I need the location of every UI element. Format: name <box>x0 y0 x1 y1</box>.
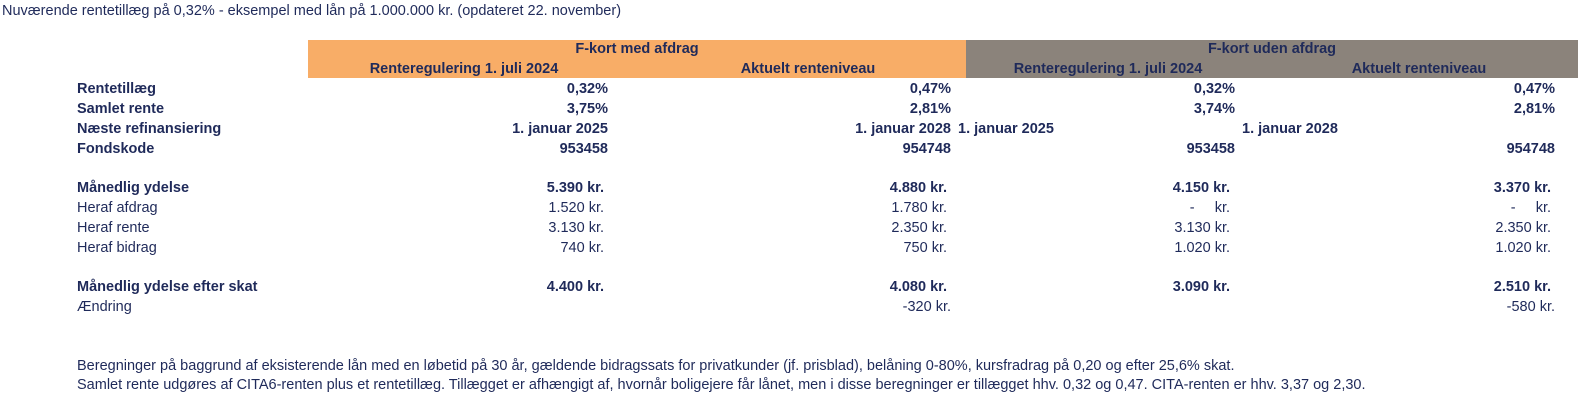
group-title-without-repayment: F-kort uden afdrag <box>1207 41 1337 57</box>
col-header-3: Renteregulering 1. juli 2024 <box>1013 61 1203 77</box>
row-label-maanedlig-ydelse: Månedlig ydelse <box>77 180 190 196</box>
table-cell: - kr. <box>1189 200 1230 216</box>
row-label-naeste-refinansiering: Næste refinansiering <box>77 121 222 137</box>
row-label-ydelse-efter-skat: Månedlig ydelse efter skat <box>77 279 258 295</box>
table-cell: 3.370 kr. <box>1493 180 1551 196</box>
table-cell: 1. januar 2025 <box>512 121 608 137</box>
table-cell: 953458 <box>559 141 608 157</box>
table-cell: 954748 <box>902 141 951 157</box>
table-cell: 3.130 kr. <box>548 220 604 236</box>
table-cell: 2.350 kr. <box>891 220 947 236</box>
table-cell: 4.880 kr. <box>889 180 947 196</box>
col-header-2: Aktuelt renteniveau <box>740 61 876 77</box>
col-header-1: Renteregulering 1. juli 2024 <box>369 61 559 77</box>
header-band-without-repayment <box>966 40 1578 78</box>
page-title: Nuværende rentetillæg på 0,32% - eksempe… <box>2 3 622 19</box>
table-cell: 1. januar 2025 <box>958 121 1054 137</box>
table-cell: 3.090 kr. <box>1172 279 1230 295</box>
table-cell: 4.150 kr. <box>1172 180 1230 196</box>
table-cell: 4.080 kr. <box>889 279 947 295</box>
row-label-heraf-bidrag: Heraf bidrag <box>77 240 157 256</box>
table-cell: 1.020 kr. <box>1174 240 1230 256</box>
footnote-2: Samlet rente udgøres af CITA6-renten plu… <box>77 377 1366 393</box>
table-cell: -580 kr. <box>1506 299 1555 315</box>
table-cell: 5.390 kr. <box>546 180 604 196</box>
row-label-rentetillaeg: Rentetillæg <box>77 81 156 97</box>
group-title-with-repayment: F-kort med afdrag <box>575 41 699 57</box>
table-cell: 740 kr. <box>560 240 604 256</box>
row-label-heraf-afdrag: Heraf afdrag <box>77 200 158 216</box>
table-cell: 4.400 kr. <box>546 279 604 295</box>
row-label-samlet-rente: Samlet rente <box>77 101 165 117</box>
table-cell: 3.130 kr. <box>1174 220 1230 236</box>
table-cell: 2,81% <box>1513 101 1555 117</box>
row-label-fondskode: Fondskode <box>77 141 155 157</box>
table-cell: 2,81% <box>909 101 951 117</box>
table-cell: 1.520 kr. <box>548 200 604 216</box>
table-cell: 953458 <box>1186 141 1235 157</box>
table-cell: 2.510 kr. <box>1493 279 1551 295</box>
table-cell: 1.020 kr. <box>1495 240 1551 256</box>
table-cell: 0,32% <box>566 81 608 97</box>
table-cell: 0,47% <box>909 81 951 97</box>
table-cell: -320 kr. <box>902 299 951 315</box>
row-label-heraf-rente: Heraf rente <box>77 220 150 236</box>
table-cell: 2.350 kr. <box>1495 220 1551 236</box>
table-cell: 750 kr. <box>903 240 947 256</box>
table-cell: 0,32% <box>1193 81 1235 97</box>
table-cell: 3,74% <box>1193 101 1235 117</box>
table-cell: 3,75% <box>566 101 608 117</box>
table-cell: 1.780 kr. <box>891 200 947 216</box>
footnote-1: Beregninger på baggrund af eksisterende … <box>77 358 1235 374</box>
table-cell: 1. januar 2028 <box>855 121 951 137</box>
table-cell: - kr. <box>1510 200 1551 216</box>
table-cell: 1. januar 2028 <box>1242 121 1338 137</box>
col-header-4: Aktuelt renteniveau <box>1351 61 1487 77</box>
table-cell: 0,47% <box>1513 81 1555 97</box>
header-band-with-repayment <box>308 40 966 78</box>
row-label-aendring: Ændring <box>77 299 132 315</box>
table-cell: 954748 <box>1506 141 1555 157</box>
